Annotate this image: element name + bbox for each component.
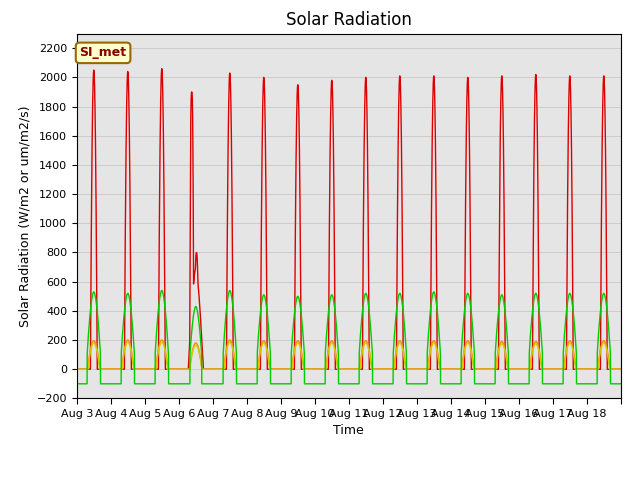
X-axis label: Time: Time [333,424,364,437]
Incoming PAR [158,66,166,72]
Incoming PAR [92,177,100,182]
Reflected PAR [92,341,100,347]
Line: Net Radiation: Net Radiation [77,290,621,384]
Incoming PAR [240,366,248,372]
Diffuse PAR [617,366,625,372]
Diffuse PAR [214,366,221,372]
Incoming PAR [214,366,221,372]
Reflected PAR [240,366,248,372]
Net Radiation [240,381,248,387]
Reflected PAR [73,366,81,372]
Diffuse PAR [317,366,324,372]
Reflected PAR [617,366,625,372]
Net Radiation [617,381,625,387]
Diffuse PAR [124,339,132,345]
Text: SI_met: SI_met [79,47,127,60]
Incoming PAR [481,366,489,372]
Line: Diffuse PAR: Diffuse PAR [77,342,621,369]
Reflected PAR [481,366,489,372]
Net Radiation [214,381,221,387]
Diffuse PAR [92,343,100,349]
Net Radiation [317,381,324,387]
Line: Reflected PAR: Reflected PAR [77,340,621,369]
Incoming PAR [317,366,324,372]
Net Radiation [481,381,489,387]
Title: Solar Radiation: Solar Radiation [286,11,412,29]
Diffuse PAR [240,366,248,372]
Incoming PAR [73,366,81,372]
Net Radiation [73,381,81,387]
Diffuse PAR [481,366,489,372]
Diffuse PAR [73,366,81,372]
Net Radiation [547,381,555,387]
Diffuse PAR [547,366,555,372]
Line: Incoming PAR: Incoming PAR [77,69,621,369]
Reflected PAR [214,366,221,372]
Net Radiation [92,297,100,302]
Reflected PAR [547,366,555,372]
Reflected PAR [317,366,324,372]
Incoming PAR [617,366,625,372]
Y-axis label: Solar Radiation (W/m2 or um/m2/s): Solar Radiation (W/m2 or um/m2/s) [18,105,31,327]
Net Radiation [158,288,166,293]
Reflected PAR [124,337,132,343]
Incoming PAR [547,366,555,372]
